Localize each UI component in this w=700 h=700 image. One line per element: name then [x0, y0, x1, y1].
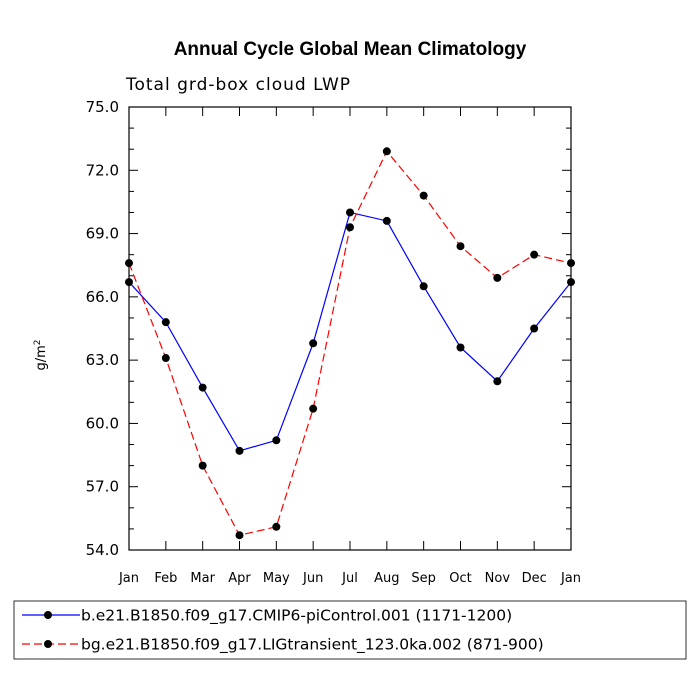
- x-tick-label: Jun: [302, 571, 323, 586]
- x-tick-label: Jan: [118, 571, 139, 586]
- series-1-point: [309, 339, 318, 348]
- x-tick-label: Jul: [341, 571, 358, 586]
- series-1-point: [161, 318, 170, 327]
- series-2-point: [382, 147, 391, 156]
- series-1-point: [272, 436, 281, 445]
- x-tick-label: Oct: [449, 571, 471, 586]
- y-tick-label: 75.0: [86, 98, 119, 116]
- legend-marker-1: [44, 611, 52, 619]
- series-2-point: [272, 522, 281, 531]
- series-1-point: [346, 208, 354, 217]
- series-2-point: [419, 191, 428, 200]
- series-1-point: [456, 343, 465, 352]
- series-2-point: [567, 259, 575, 268]
- x-tick-label: Sep: [411, 571, 436, 586]
- series-2-point: [309, 404, 318, 413]
- x-tick-label: Dec: [522, 571, 547, 586]
- legend-box: [13, 600, 687, 660]
- series-1-point: [493, 377, 502, 386]
- chart-title: Annual Cycle Global Mean Climatology: [174, 39, 527, 60]
- x-tick-label: Nov: [485, 571, 511, 586]
- y-axis-label: g/m2: [33, 339, 49, 370]
- y-axis-label-main: g/m: [34, 345, 49, 370]
- series-line-1: [128, 211, 572, 452]
- series-1-point: [198, 383, 207, 392]
- legend-label-2: bg.e21.B1850.f09_g17.LIGtransient_123.0k…: [81, 636, 544, 655]
- y-tick-label: 72.0: [86, 161, 119, 179]
- series-2-point: [493, 273, 502, 282]
- x-tick-label: Aug: [374, 571, 399, 586]
- series-2-point: [125, 259, 133, 268]
- series-2-point: [198, 461, 207, 470]
- y-tick-label: 63.0: [86, 351, 119, 369]
- series-2-point: [346, 223, 354, 232]
- series-1-point: [382, 216, 391, 225]
- legend-marker-2: [44, 640, 52, 648]
- series-2-point: [161, 354, 170, 363]
- series-1-point: [125, 278, 133, 287]
- series-1-point: [530, 324, 539, 333]
- x-tick-label: Jan: [560, 571, 581, 586]
- y-tick-label: 57.0: [86, 478, 119, 496]
- x-tick-label: May: [263, 571, 290, 586]
- series-1-point: [567, 278, 575, 287]
- x-tick-label: Feb: [154, 571, 177, 586]
- series-2-point: [235, 531, 244, 540]
- y-axis-label-superscript: 2: [33, 339, 43, 345]
- y-tick-label: 66.0: [86, 288, 119, 306]
- y-tick-label: 60.0: [86, 414, 119, 432]
- series-1-point: [235, 446, 244, 455]
- y-tick-label: 69.0: [86, 225, 119, 243]
- legend-label-1: b.e21.B1850.f09_g17.CMIP6-piControl.001 …: [81, 607, 512, 626]
- legend: b.e21.B1850.f09_g17.CMIP6-piControl.001 …: [13, 600, 687, 660]
- y-tick-label: 54.0: [86, 541, 119, 559]
- series-2-point: [530, 250, 539, 259]
- plot-frame: [128, 106, 572, 551]
- chart-subtitle: Total grd-box cloud LWP: [125, 75, 351, 95]
- series-2-point: [456, 242, 465, 251]
- plot-area: 54.0 57.0 60.0 63.0 66.0 69.0 72.0 75.0 Jan Feb Ma…: [86, 98, 581, 586]
- x-tick-label: Mar: [190, 571, 215, 586]
- x-tick-label: Apr: [228, 571, 251, 586]
- series-1-point: [419, 282, 428, 291]
